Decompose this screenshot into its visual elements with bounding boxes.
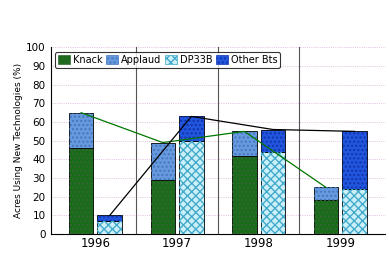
Bar <box>151 143 175 180</box>
Bar <box>261 152 285 234</box>
Bar <box>232 132 257 156</box>
Bar <box>179 117 203 141</box>
Bar <box>69 148 93 234</box>
Bar <box>342 189 367 234</box>
Bar <box>232 156 257 234</box>
Legend: Knack, Applaud, DP33B, Other Bts: Knack, Applaud, DP33B, Other Bts <box>55 52 280 68</box>
Bar <box>151 143 175 180</box>
Bar <box>261 152 285 234</box>
Bar <box>98 215 122 221</box>
Bar <box>179 141 203 234</box>
Bar <box>151 180 175 234</box>
Bar <box>179 141 203 234</box>
Bar <box>261 129 285 152</box>
Bar <box>69 148 93 234</box>
Bar <box>314 200 338 234</box>
Y-axis label: Acres Using New Technologies (%): Acres Using New Technologies (%) <box>14 63 23 218</box>
Bar <box>98 221 122 234</box>
Bar <box>232 132 257 156</box>
Bar <box>98 215 122 221</box>
Bar <box>342 132 367 189</box>
Bar <box>69 113 93 148</box>
Bar <box>98 221 122 234</box>
Bar <box>261 129 285 152</box>
Bar <box>151 180 175 234</box>
Bar <box>314 187 338 200</box>
Bar <box>314 200 338 234</box>
Bar <box>179 117 203 141</box>
Bar <box>342 132 367 189</box>
Bar <box>314 187 338 200</box>
Bar <box>342 189 367 234</box>
Bar <box>69 113 93 148</box>
Bar <box>232 156 257 234</box>
